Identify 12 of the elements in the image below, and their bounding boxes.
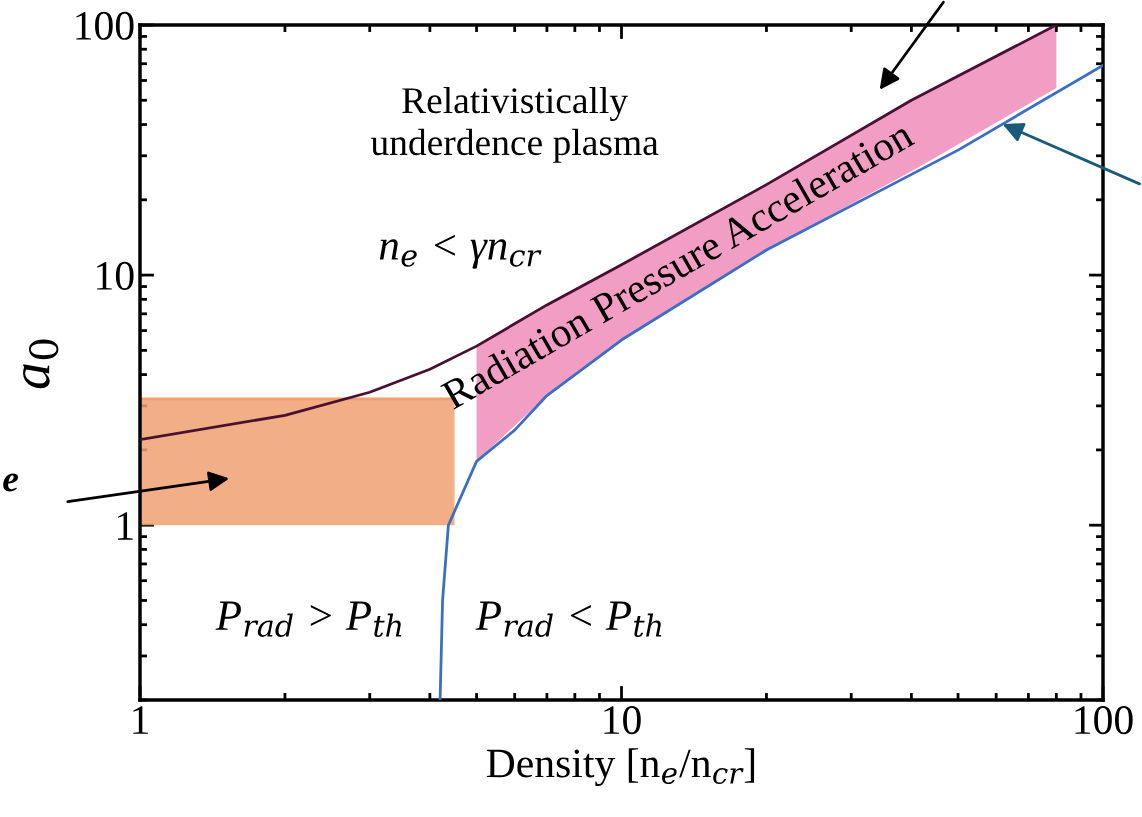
x-axis-title: Density [n$_{e}$/n$_{cr}$] (486, 748, 755, 787)
y-tick-label: 10 (97, 261, 134, 290)
annotation: P$_{rad}$ < P$_{th}$ (475, 601, 662, 637)
x-tick-label: 10 (604, 706, 641, 735)
text: e (3, 473, 19, 492)
annotation: Relativistically underdence plasma (370, 86, 659, 163)
x-tick-label: 100 (1075, 706, 1133, 735)
y-tick-label: 100 (76, 11, 134, 40)
annotation: P$_{rad}$ > P$_{th}$ (215, 601, 402, 637)
y-axis-title: a$_{0}$ (23, 339, 59, 389)
annotation: n$_{e}$ < γn$_{cr}$ (379, 234, 542, 269)
y-tick-label: 1 (117, 512, 133, 540)
